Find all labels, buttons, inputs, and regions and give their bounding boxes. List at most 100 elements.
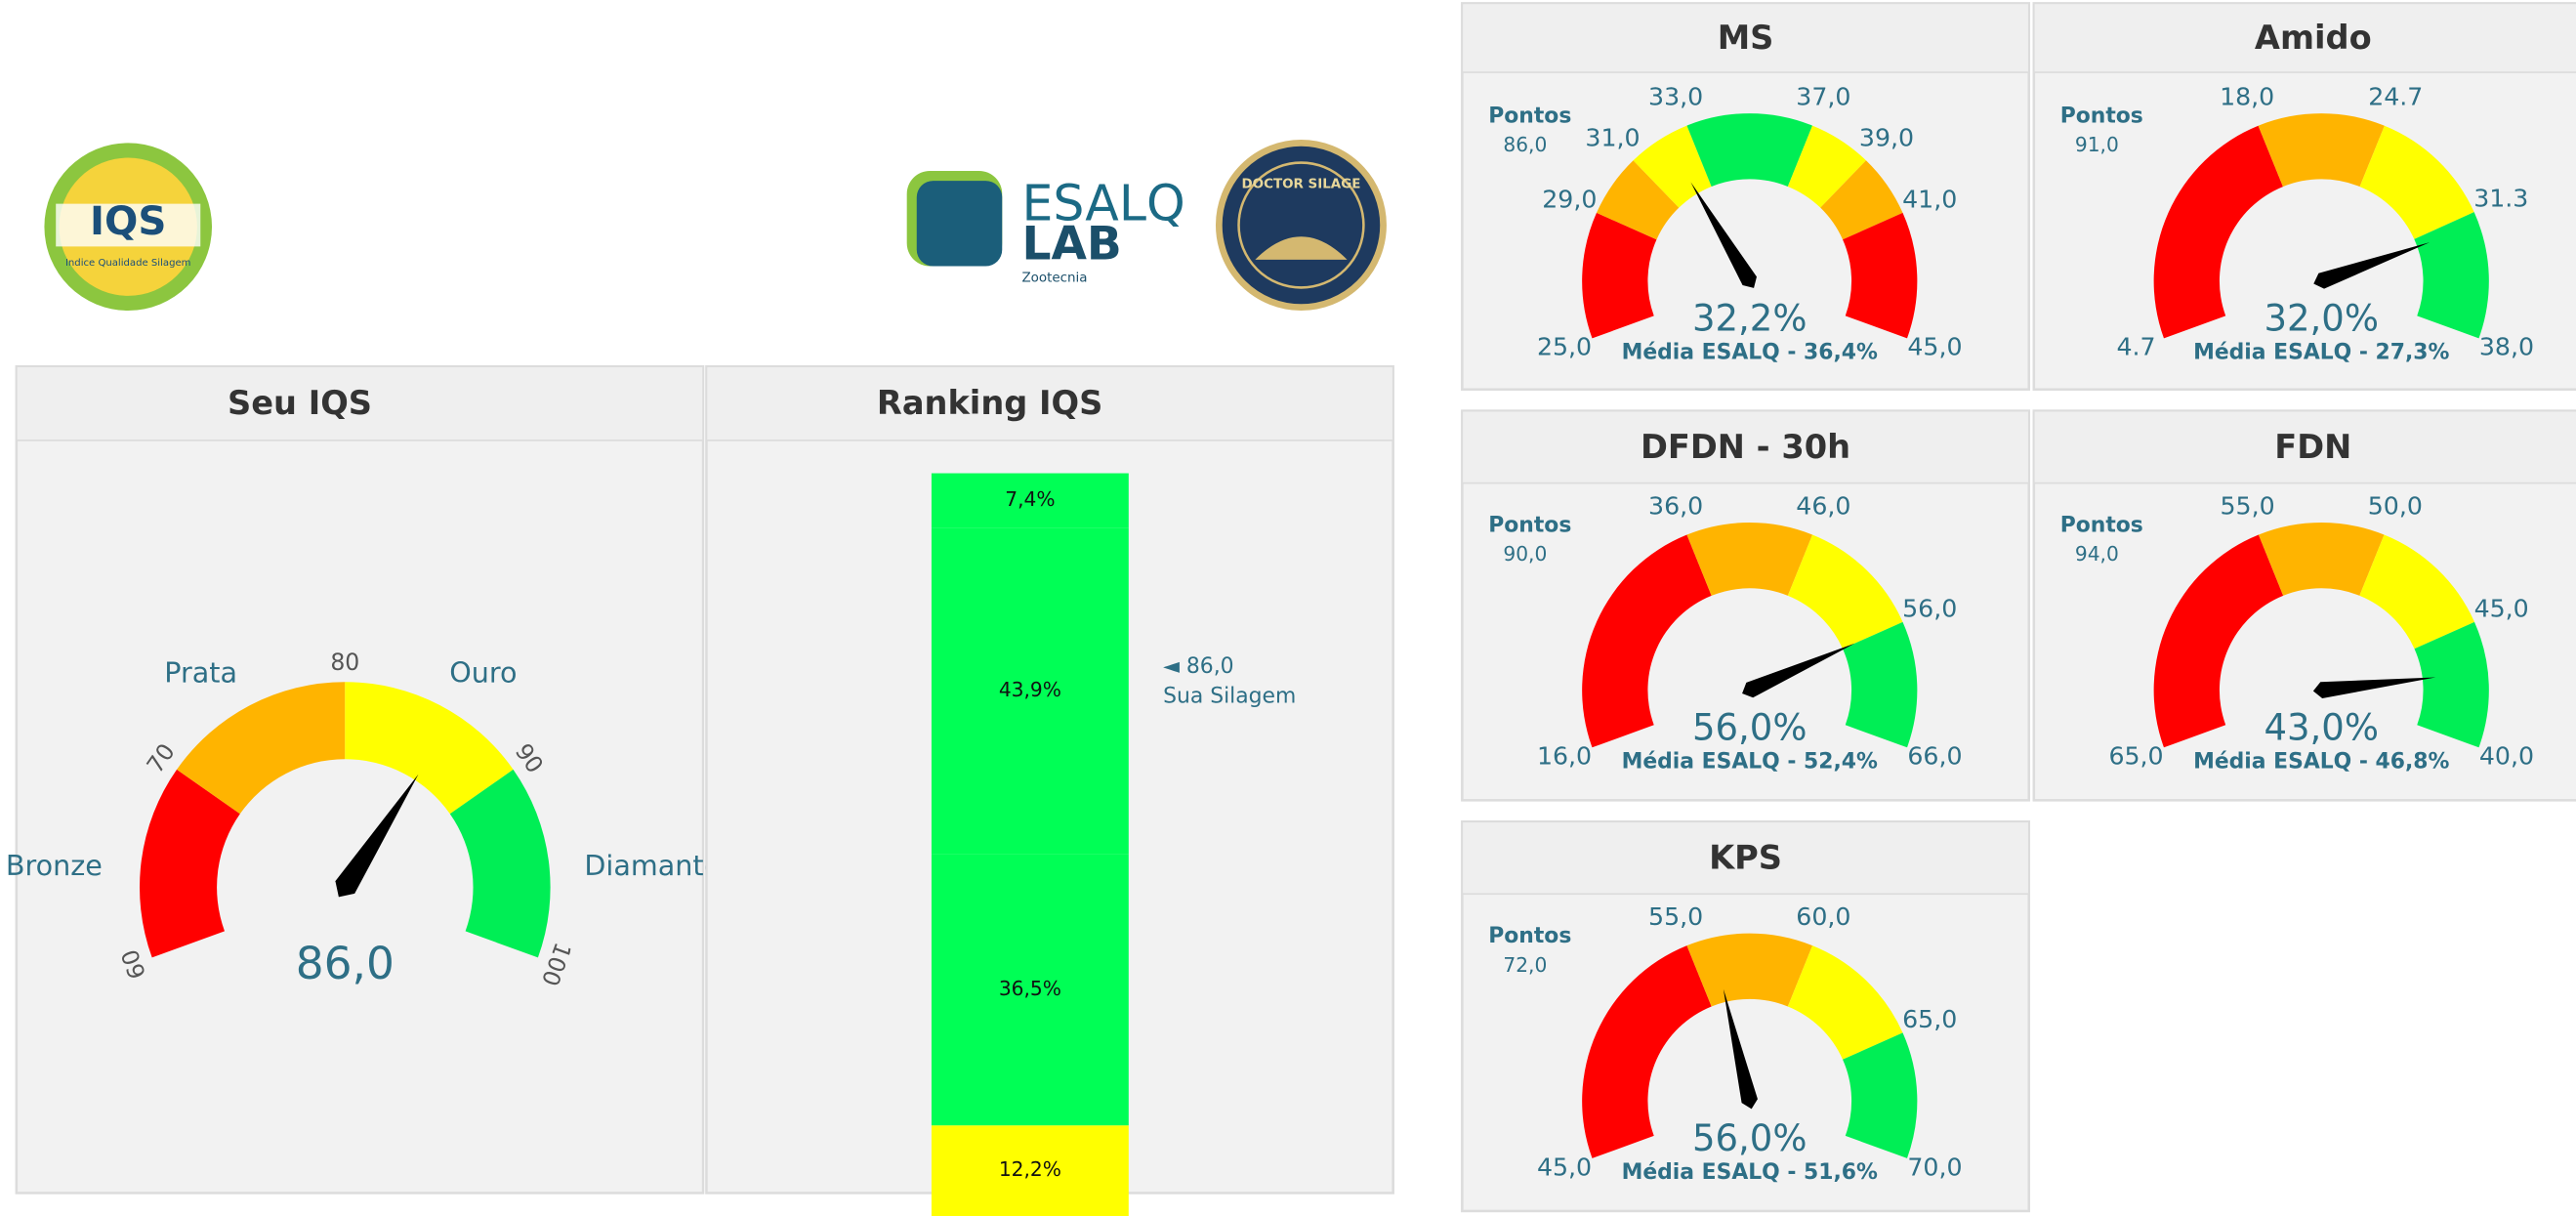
panel-title: FDN — [2274, 428, 2351, 466]
annotation: ◄ 86,0 — [1163, 654, 1233, 679]
bar-label: 36,5% — [999, 977, 1061, 1000]
gauge-band — [1843, 1032, 1918, 1158]
points-label: Pontos — [2060, 104, 2143, 128]
tick-label: 55,0 — [1648, 902, 1703, 931]
tick-label: 50,0 — [2368, 491, 2423, 520]
gauge-band — [1686, 933, 1813, 1007]
points-value: 90,0 — [1503, 542, 1547, 566]
logo-field — [1255, 236, 1348, 260]
gauge-band — [2258, 523, 2385, 596]
panel-title: MS — [1718, 19, 1774, 57]
gauge-band — [2153, 125, 2283, 339]
tick-label: 46,0 — [1796, 491, 1850, 520]
gauge-band — [1686, 523, 1813, 596]
panel-header — [1461, 409, 2030, 484]
bar-label: 7,4% — [1005, 487, 1055, 511]
gauge-band — [177, 682, 346, 815]
logo-subtext: Indice Qualidade Silagem — [65, 258, 191, 269]
tick-label: 45,0 — [2474, 595, 2529, 623]
gauge-value: 43,0% — [2264, 706, 2379, 748]
gauge-value: 56,0% — [1692, 706, 1807, 748]
gauge: 16,0 36,0 46,0 56,0 66,0 56,0%Média ESALQ - 5… — [1488, 491, 1962, 774]
tick-label: 36,0 — [1648, 491, 1703, 520]
iqs-logo: IQS Indice Qualidade Silagem — [44, 143, 213, 311]
logo-text: ESALQ — [1021, 174, 1184, 231]
logo-text: IQS — [90, 198, 166, 244]
annotation-sub: Sua Silagem — [1163, 684, 1296, 708]
panel-title: Ranking IQS — [877, 384, 1102, 422]
gauge-band — [2414, 212, 2489, 339]
gauge-needle — [335, 774, 419, 898]
bar-segment — [931, 854, 1129, 1126]
panel-header — [705, 365, 1394, 441]
gauge-band — [1686, 113, 1813, 187]
panel — [15, 364, 705, 1195]
gauge-value: 86,0 — [296, 938, 395, 989]
gauge-subtitle: Média ESALQ - 46,8% — [2193, 750, 2449, 775]
gauge-band — [2414, 621, 2489, 748]
gauge-value: 32,2% — [1692, 298, 1807, 340]
bar-segment — [931, 527, 1129, 855]
gauge-subtitle: Média ESALQ - 36,4% — [1622, 341, 1878, 365]
gauge-subtitle: Média ESALQ - 27,3% — [2193, 341, 2449, 365]
gauge-band — [1582, 212, 1657, 339]
tick-label: 56,0 — [1902, 595, 1957, 623]
bar-label: 12,2% — [999, 1157, 1061, 1181]
points-value: 91,0 — [2075, 133, 2119, 156]
gauge-band — [1843, 621, 1918, 748]
gauge-needle — [2313, 242, 2431, 289]
gauge-band — [1582, 534, 1712, 748]
band-label: Prata — [164, 656, 237, 690]
tick-label: 65,0 — [2108, 742, 2163, 771]
tick-label: 18,0 — [2220, 83, 2274, 111]
points-value: 86,0 — [1503, 133, 1547, 156]
gauge-band — [345, 682, 514, 815]
gauge: 45,0 55,0 60,0 65,0 70,0 56,0%Média ESALQ - 5… — [1488, 902, 1962, 1185]
tick-label: 70,0 — [1907, 1153, 1962, 1181]
gauge: 25,0 29,0 31,0 33,0 37,0 39,0 41,0 45,0 32,2%Méd… — [1488, 83, 1962, 365]
points-label: Pontos — [2060, 513, 2143, 537]
gauge-band — [1633, 125, 1712, 208]
tick-label: 38,0 — [2479, 333, 2534, 361]
logo-ring — [1237, 161, 1365, 289]
tick-label: 65,0 — [1902, 1005, 1957, 1033]
gauge-needle — [1742, 643, 1855, 698]
tick-label: 39,0 — [1859, 123, 1914, 151]
logo-text: DOCTOR SILAGE — [1242, 177, 1361, 191]
points-value: 94,0 — [2075, 542, 2119, 566]
panel-header — [1461, 2, 2030, 73]
bar-segment — [931, 1125, 1129, 1216]
gauge-band — [1820, 160, 1903, 240]
panel-title: DFDN - 30h — [1641, 428, 1850, 466]
gauge-needle — [1723, 988, 1758, 1110]
tick-label: 41,0 — [1902, 186, 1957, 214]
tick-label: 4.7 — [2116, 333, 2155, 361]
tick-label: 31.3 — [2473, 185, 2528, 213]
gauge: 4.7 18,0 24.7 31.3 38,0 32,0%Média ESALQ - 27… — [2060, 83, 2534, 365]
tick-label: 29,0 — [1542, 186, 1597, 214]
panel-title: Seu IQS — [228, 384, 372, 422]
gauge-band — [2359, 534, 2474, 650]
tick-label: 45,0 — [1537, 1153, 1592, 1181]
logo-text: LAB — [1021, 217, 1121, 271]
band-label: Ouro — [449, 656, 517, 690]
gauge-subtitle: Média ESALQ - 51,6% — [1622, 1160, 1878, 1185]
gauge: 65,0 55,0 50,0 45,0 40,0 43,0%Média ESALQ - 4… — [2060, 491, 2534, 774]
gauge-band — [1787, 534, 1903, 650]
gauge-band — [2258, 113, 2385, 188]
gauge-band — [1843, 212, 1918, 339]
gauge-band — [2359, 125, 2474, 239]
gauge-band — [1787, 125, 1866, 208]
gauge-subtitle: Média ESALQ - 52,4% — [1622, 750, 1878, 775]
tick-label: 33,0 — [1648, 83, 1703, 111]
gauge-needle — [2312, 677, 2436, 698]
tick-label: 80 — [330, 649, 359, 676]
tick-label: 16,0 — [1537, 742, 1592, 771]
tick-label: 31,0 — [1585, 123, 1640, 151]
bar-label: 43,9% — [999, 678, 1061, 701]
logo-square — [916, 181, 1003, 267]
gauge-band — [1787, 945, 1903, 1060]
